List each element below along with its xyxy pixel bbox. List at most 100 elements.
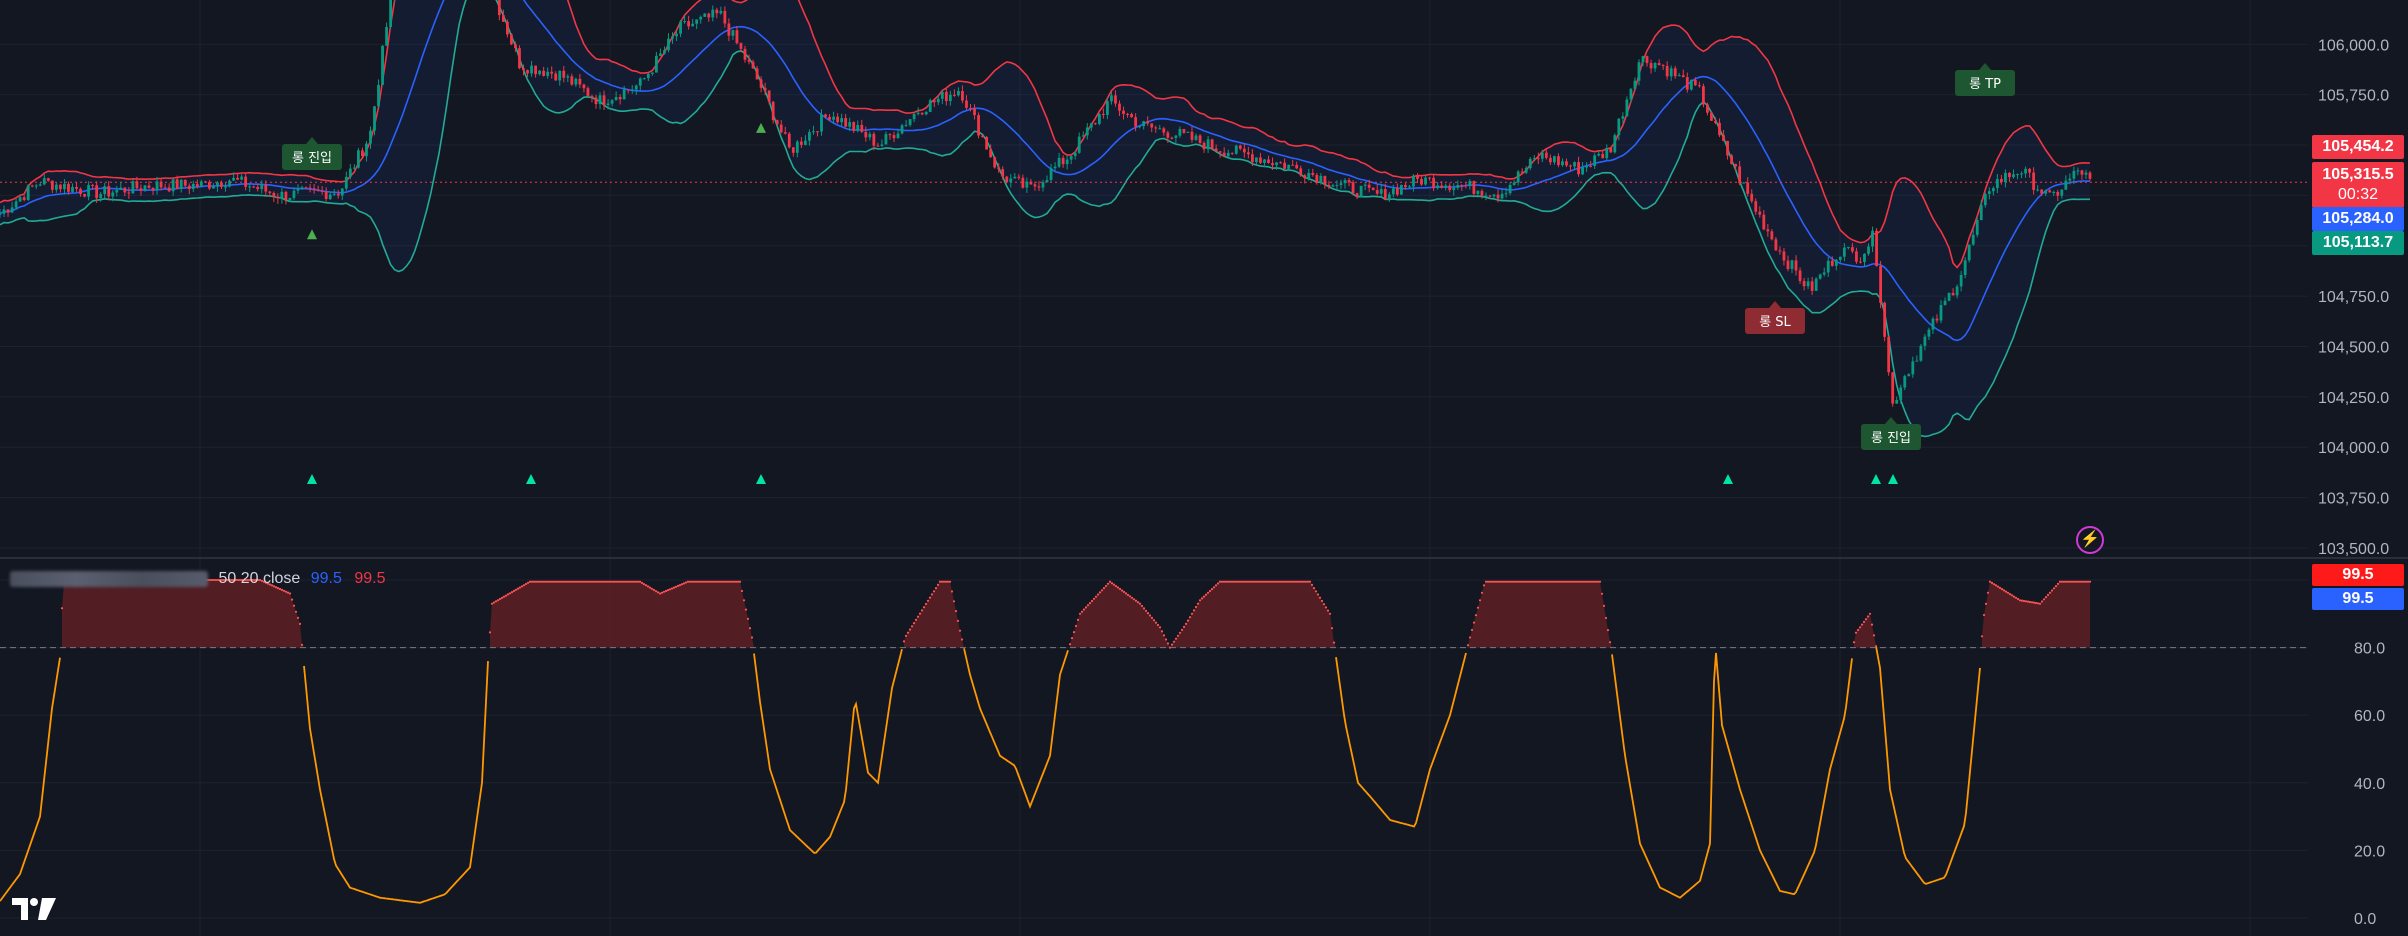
candle-body [1170,137,1174,139]
osc-dot [1114,585,1118,588]
osc-dot [672,586,676,589]
osc-dot [680,583,684,586]
candle-body [14,201,18,208]
candle-body [2088,172,2092,179]
osc-dot [1110,582,1114,585]
osc-dot [1518,580,1522,583]
candle-body [659,53,662,56]
osc-dot [2012,595,2016,598]
osc-dot [1596,580,1600,583]
osc-dot [1330,627,1334,630]
osc-dot [658,592,662,595]
osc-dot [1296,580,1300,583]
osc-dot [516,587,520,590]
candle-body [1110,95,1113,102]
osc-dot [230,578,234,582]
osc-dot [700,580,704,583]
candle-body [1404,184,1407,187]
osc-dot [600,580,604,583]
osc-dot [2040,600,2044,603]
osc-dot [1304,580,1308,583]
candle-body [1230,152,1234,154]
osc-dot [1604,616,1608,620]
osc-dot [1326,609,1330,612]
candle-body [965,100,968,108]
candle-body [803,140,807,145]
candle-body [1069,156,1073,160]
candle-body [977,115,980,136]
candle-body [856,124,860,131]
osc-dot [550,580,554,583]
osc-dot [1480,591,1484,594]
osc-dot [1874,645,1878,648]
lightning-icon[interactable]: ⚡ [2076,526,2104,554]
osc-dot [1514,580,1518,583]
candle-body [1255,157,1258,163]
osc-dot [1294,580,1298,583]
candle-body [1746,182,1750,194]
candle-body [2016,174,2019,176]
candle-body [1412,175,1415,187]
candle-body [107,186,111,197]
osc-dot [238,578,242,582]
osc-dot [2026,600,2030,603]
signal-triangle-icon [526,474,536,484]
osc-dot [638,580,642,583]
candle-body [1065,159,1069,165]
osc-dot [1268,580,1272,583]
candle-body [296,189,300,191]
candle-body [336,193,340,196]
candle-body [320,190,324,192]
candle-body [260,184,264,190]
osc-dot [738,580,742,583]
osc-dot [226,578,230,582]
osc-dot [262,580,266,583]
osc-dot [1232,580,1236,583]
osc-dot [2054,585,2058,588]
candle-body [1432,177,1436,189]
candle-body [127,192,131,194]
osc-dot [548,580,552,583]
candle-body [1621,116,1625,119]
osc-dot [1314,590,1318,593]
osc-dot [1084,606,1088,609]
candle-body [1323,175,1327,185]
signal-tag-box [1955,70,2015,96]
osc-dot [662,590,666,593]
osc-dot [1992,583,1996,586]
bar-countdown: 00:32 [2337,186,2379,203]
osc-dot [1562,580,1566,583]
osc-dot [1228,580,1232,583]
candle-body [1947,292,1951,301]
candle-body [1218,151,1222,153]
candle-body [1383,189,1387,201]
osc-dot [2038,602,2042,605]
osc-dot [2064,580,2068,583]
candle-body [828,116,831,120]
candle-body [578,78,582,85]
osc-dot [732,580,736,583]
osc-dot [222,578,226,582]
osc-dot [712,580,716,583]
candle-body [1097,113,1101,124]
candle-body [1641,56,1645,63]
osc-dot [628,580,632,583]
candle-body [1863,253,1866,262]
osc-dot [2030,601,2034,604]
candle-body [1766,229,1770,232]
osc-dot [606,580,610,583]
osc-dot [1124,592,1128,595]
candle-body [574,78,578,85]
candle-body [832,116,835,120]
osc-dot [520,585,524,588]
candle-body [1859,261,1862,263]
osc-dot [708,580,712,583]
osc-dot [1540,580,1544,583]
osc-dot [1594,580,1598,583]
osc-dot [544,580,548,583]
candle-body [248,186,252,188]
indicator-legend[interactable]: 50 20 close 99.5 99.5 [10,570,385,588]
candle-body [381,45,384,85]
candle-body [1468,181,1472,187]
